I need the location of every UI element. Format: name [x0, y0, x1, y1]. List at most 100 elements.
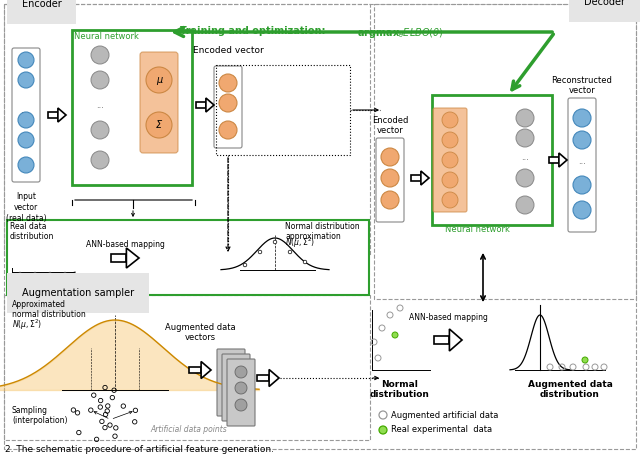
Circle shape [91, 46, 109, 64]
FancyBboxPatch shape [568, 98, 596, 232]
Polygon shape [449, 329, 462, 351]
Point [100, 424, 110, 431]
Point [131, 407, 141, 414]
Circle shape [28, 288, 32, 292]
Text: 2. The schematic procedure of artificial feature generation.: 2. The schematic procedure of artificial… [5, 445, 274, 454]
Circle shape [219, 94, 237, 112]
Bar [432, 95, 552, 225]
Circle shape [273, 240, 277, 244]
Circle shape [48, 272, 52, 276]
Circle shape [442, 132, 458, 148]
Text: Real experimental  data: Real experimental data [391, 425, 492, 435]
Circle shape [516, 196, 534, 214]
Text: Encoded vector: Encoded vector [193, 46, 264, 55]
Circle shape [33, 272, 36, 276]
Circle shape [379, 426, 387, 434]
Circle shape [303, 260, 307, 264]
Point [105, 421, 115, 429]
Point [97, 418, 107, 425]
Point [68, 406, 79, 414]
Point [118, 403, 129, 410]
Text: $N(\mu, \Sigma^2)$: $N(\mu, \Sigma^2)$ [12, 318, 42, 332]
Text: Augmented data
distribution: Augmented data distribution [527, 380, 612, 399]
Circle shape [230, 361, 242, 373]
Text: Sampling
(interpolation): Sampling (interpolation) [12, 406, 67, 425]
Bar [111, 254, 127, 262]
FancyBboxPatch shape [217, 349, 245, 416]
Circle shape [516, 109, 534, 127]
Text: Augmented artificial data: Augmented artificial data [391, 410, 499, 420]
FancyBboxPatch shape [227, 359, 255, 426]
Bar [257, 375, 269, 381]
Circle shape [91, 151, 109, 169]
Circle shape [442, 112, 458, 128]
Point [95, 397, 106, 404]
Circle shape [516, 129, 534, 147]
Circle shape [442, 172, 458, 188]
Circle shape [573, 201, 591, 219]
Point [92, 436, 102, 443]
Circle shape [18, 52, 34, 68]
Text: ...: ... [578, 157, 586, 167]
Point [74, 429, 84, 436]
Circle shape [18, 132, 34, 148]
Circle shape [573, 176, 591, 194]
Point [129, 418, 140, 425]
Text: Decoder: Decoder [584, 0, 625, 7]
Circle shape [18, 112, 34, 128]
FancyBboxPatch shape [433, 108, 467, 212]
Text: Σ: Σ [156, 120, 162, 130]
Text: Approximated
normal distribution: Approximated normal distribution [12, 300, 86, 319]
Circle shape [582, 357, 588, 363]
Circle shape [18, 157, 34, 173]
FancyBboxPatch shape [140, 52, 178, 153]
FancyBboxPatch shape [214, 66, 242, 148]
Circle shape [230, 377, 242, 389]
Circle shape [63, 272, 67, 276]
Point [110, 432, 120, 440]
Circle shape [225, 356, 237, 368]
Point [108, 394, 118, 401]
Text: $\mathbf{argmax}_\theta\mathit{ELBO}(\theta)$: $\mathbf{argmax}_\theta\mathit{ELBO}(\th… [357, 26, 444, 40]
Text: I: I [10, 14, 14, 24]
Text: $N(\mu, \Sigma^2)$: $N(\mu, \Sigma^2)$ [285, 236, 316, 251]
Text: Normal distribution
approximation: Normal distribution approximation [285, 222, 360, 241]
Bar [196, 102, 206, 108]
Circle shape [442, 192, 458, 208]
Bar [374, 4, 636, 299]
Point [88, 392, 99, 399]
Text: Input
vector
(real data): Input vector (real data) [6, 192, 46, 223]
Text: ...: ... [22, 105, 31, 115]
Circle shape [91, 121, 109, 139]
Bar [48, 112, 58, 118]
Text: Normal
distribution: Normal distribution [370, 380, 430, 399]
Polygon shape [269, 369, 279, 386]
Text: Training and optimization:: Training and optimization: [180, 26, 332, 36]
Circle shape [235, 366, 247, 378]
Circle shape [146, 67, 172, 93]
Bar [411, 175, 421, 181]
Bar [549, 157, 559, 162]
Bar [4, 4, 370, 255]
Point [102, 402, 113, 409]
Circle shape [91, 71, 109, 89]
Circle shape [18, 272, 22, 276]
Point [111, 424, 121, 431]
Text: ...: ... [521, 153, 529, 162]
Polygon shape [421, 171, 429, 185]
Text: Neural network: Neural network [445, 225, 510, 234]
Circle shape [235, 399, 247, 411]
Bar [189, 367, 201, 373]
Circle shape [243, 263, 247, 267]
Point [86, 407, 96, 414]
Circle shape [516, 169, 534, 187]
Circle shape [18, 72, 34, 88]
Circle shape [219, 74, 237, 92]
Polygon shape [58, 108, 66, 122]
Circle shape [225, 389, 237, 401]
Text: Reconstructed
vector: Reconstructed vector [552, 76, 612, 95]
Circle shape [392, 332, 398, 338]
Polygon shape [127, 248, 139, 268]
FancyBboxPatch shape [222, 354, 250, 421]
Text: μ: μ [156, 75, 162, 85]
